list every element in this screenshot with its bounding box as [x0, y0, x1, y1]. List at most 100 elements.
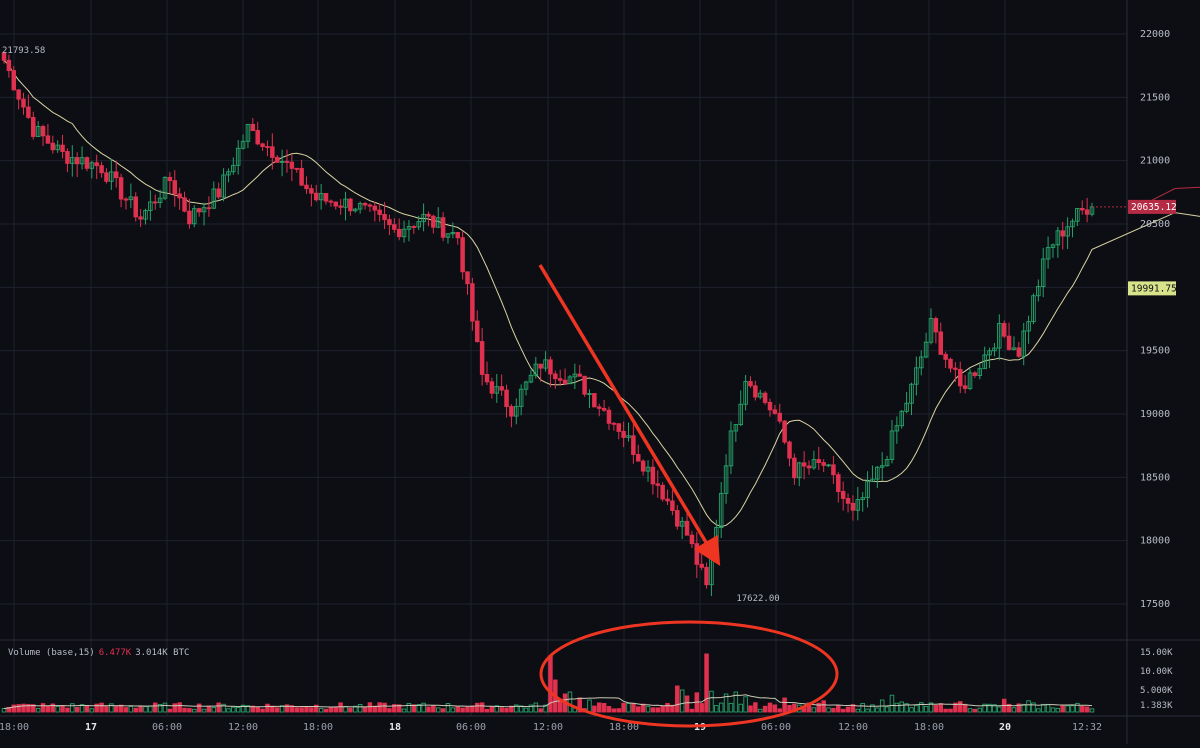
candle-down [782, 420, 787, 445]
candle-down [943, 351, 948, 368]
candle-up [884, 455, 890, 467]
volume-legend-name: Volume (base,15) [8, 648, 95, 658]
candle-down [133, 192, 138, 222]
volume-bar [382, 702, 387, 713]
volume-highlight-ellipse [539, 620, 839, 728]
volume-bar [255, 707, 260, 713]
candle-down [31, 111, 36, 140]
volume-bar [777, 708, 782, 713]
candle-down [821, 459, 826, 473]
candle-down [11, 65, 17, 91]
candle-up [909, 382, 914, 416]
candle-up [192, 205, 197, 228]
volume-bar [65, 707, 70, 713]
price-marker-label: 19991.75 [1131, 283, 1177, 294]
volume-bar [240, 704, 246, 713]
candle-down [40, 124, 46, 147]
volume-bar [323, 708, 329, 713]
volume-bar [182, 707, 187, 713]
volume-bar [60, 705, 65, 713]
low-price-label: 17622.00 [736, 594, 779, 604]
candle-down [636, 444, 641, 462]
volume-bar [162, 702, 168, 713]
candle-down [1079, 200, 1085, 215]
candle-up [279, 149, 285, 177]
candle-up [201, 202, 207, 226]
volume-bar [177, 702, 182, 713]
moving-average [3, 59, 1200, 528]
candle-up [357, 201, 363, 214]
volume-bar [421, 702, 426, 713]
volume-bar [284, 704, 290, 713]
volume-bar [987, 703, 992, 713]
candle-up [143, 208, 148, 225]
x-tick-label: 18:00 [0, 722, 29, 733]
y-tick-label: 18000 [1140, 536, 1170, 547]
candle-up [148, 190, 153, 221]
candle-down [489, 377, 495, 399]
candle-down [118, 173, 124, 208]
volume-bar [470, 705, 475, 713]
candle-down [596, 403, 602, 417]
candle-down [460, 231, 465, 280]
volume-bar [592, 705, 597, 713]
candle-down [470, 277, 475, 331]
volume-bar [1045, 703, 1051, 713]
x-tick-label: 18 [389, 722, 401, 733]
candle-down [387, 214, 392, 235]
candle-up [587, 389, 592, 409]
volume-bar [299, 707, 304, 713]
candle-up [679, 517, 685, 540]
volume-bar [660, 706, 665, 713]
candle-up [514, 398, 519, 425]
volume-bar [133, 707, 138, 713]
y-tick-label: 22000 [1140, 29, 1170, 40]
candle-down [616, 423, 621, 440]
candle-down [484, 361, 490, 386]
volume-bar [909, 707, 914, 713]
candle-down [123, 197, 129, 210]
candle-down [65, 148, 70, 173]
x-tick-label: 17 [85, 722, 97, 733]
volume-bar [309, 707, 314, 713]
candle-down [74, 152, 80, 177]
candle-up [1026, 315, 1031, 344]
candle-down [377, 203, 382, 222]
candle-down [606, 406, 612, 430]
candle-up [879, 452, 885, 481]
x-tick-label: 06:00 [152, 722, 182, 733]
candle-up [353, 207, 358, 213]
volume-bar [499, 707, 504, 713]
volume-bar [875, 707, 880, 713]
candle-up [987, 347, 992, 369]
candle-down [972, 371, 978, 379]
volume-bar [640, 703, 646, 713]
candle-down [801, 451, 807, 480]
x-tick-label: 12:00 [533, 722, 563, 733]
candle-up [226, 168, 231, 183]
candle-down [938, 322, 944, 355]
volume-bar [865, 708, 870, 713]
volume-bar [762, 705, 768, 713]
volume-bar [538, 708, 543, 713]
candle-up [904, 392, 909, 414]
volume-bar [289, 705, 295, 713]
axes: 2200021500210002050020000195001900018500… [0, 29, 1200, 733]
volume-bar [260, 708, 265, 713]
candle-down [94, 154, 99, 180]
candle-down [426, 211, 431, 227]
volume-bar [958, 701, 963, 713]
candle-down [958, 361, 963, 394]
candle-up [992, 343, 997, 357]
volume-bar [484, 708, 490, 713]
volume-bar [294, 707, 299, 713]
candle-up [221, 168, 226, 202]
volume-bar [997, 706, 1002, 713]
candle-down [640, 459, 646, 476]
candle-down [675, 505, 680, 530]
volume-y-tick-label: 5.000K [1140, 686, 1173, 696]
candle-up [860, 492, 865, 512]
candle-up [997, 314, 1002, 361]
volume-bar [392, 704, 397, 713]
